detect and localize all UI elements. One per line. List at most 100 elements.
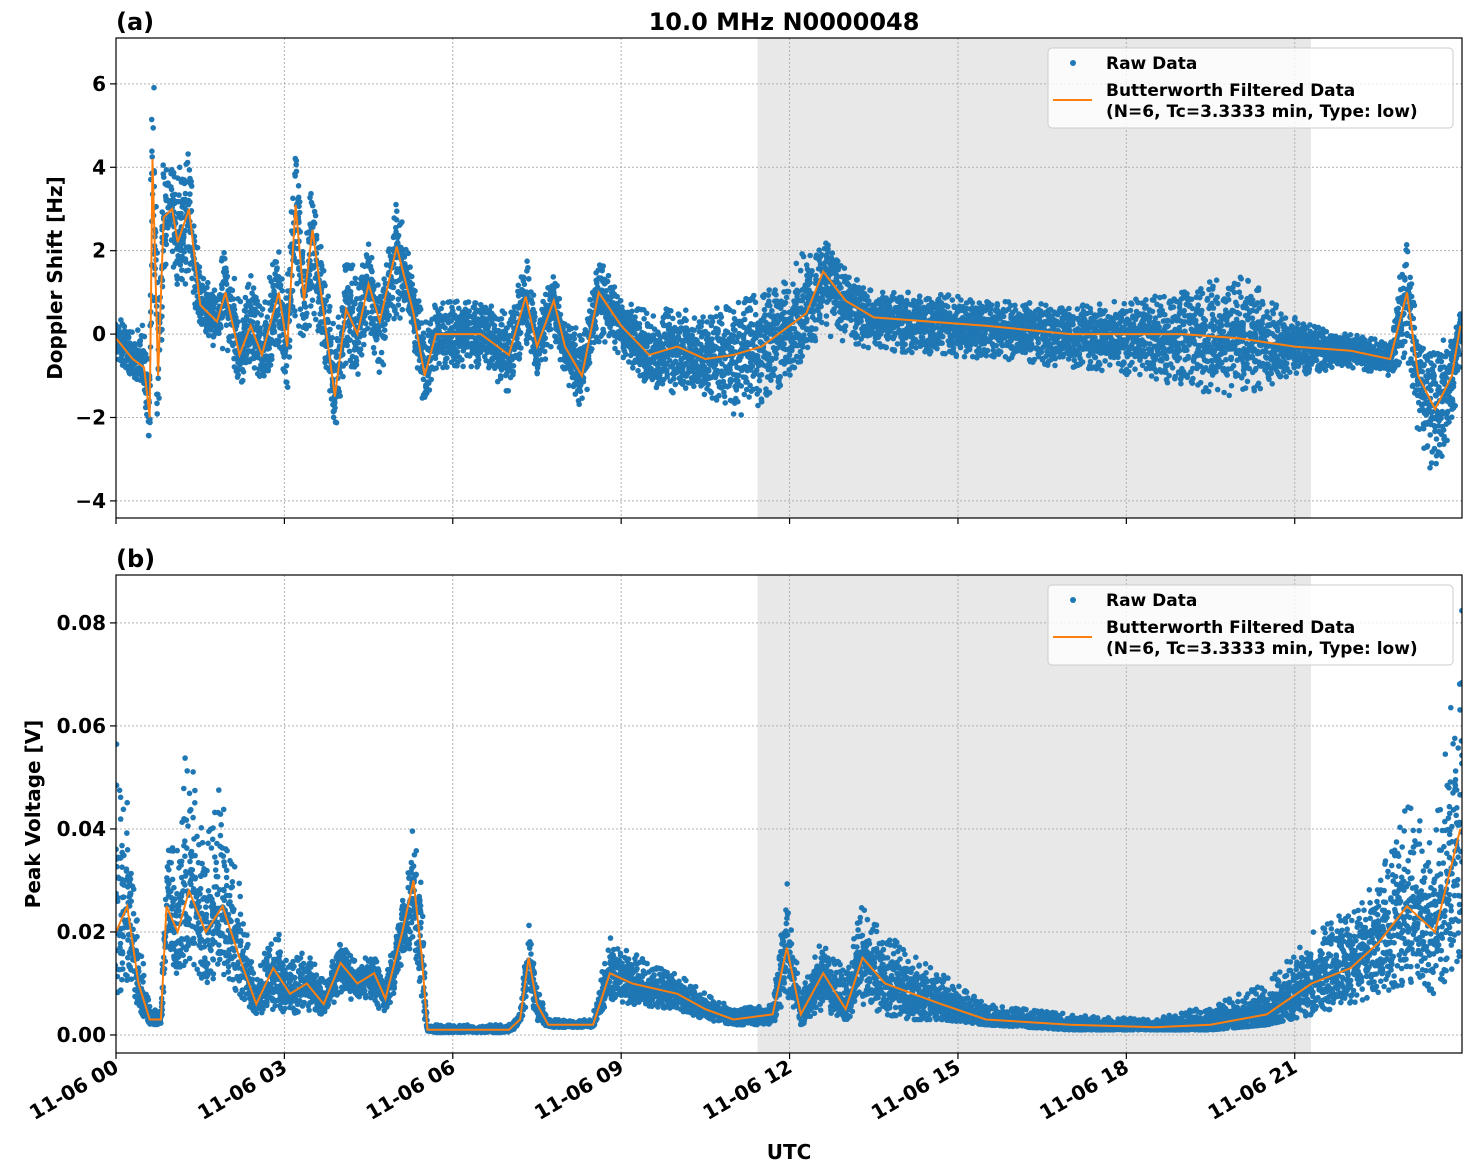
raw-data-point bbox=[825, 242, 831, 248]
raw-data-point bbox=[722, 400, 728, 406]
raw-data-point bbox=[235, 319, 241, 325]
raw-data-point bbox=[399, 219, 405, 225]
raw-data-point bbox=[865, 345, 871, 351]
raw-data-point bbox=[356, 340, 362, 346]
raw-data-point bbox=[393, 202, 399, 208]
raw-data-point bbox=[235, 372, 241, 378]
raw-data-point bbox=[698, 324, 704, 330]
raw-data-point bbox=[310, 203, 316, 209]
y-tick-label: 2 bbox=[92, 239, 106, 263]
raw-data-point bbox=[187, 191, 193, 197]
raw-data-point bbox=[778, 383, 784, 389]
raw-data-point bbox=[258, 331, 264, 337]
raw-data-point bbox=[573, 325, 579, 331]
raw-data-point bbox=[934, 346, 940, 352]
raw-data-point bbox=[819, 320, 825, 326]
raw-data-point bbox=[786, 289, 792, 295]
raw-data-point bbox=[218, 325, 224, 331]
raw-data-point bbox=[321, 268, 327, 274]
raw-data-point bbox=[572, 342, 578, 348]
raw-data-point bbox=[261, 373, 267, 379]
raw-data-point bbox=[340, 374, 346, 380]
raw-data-point bbox=[363, 321, 369, 327]
raw-data-point bbox=[350, 262, 356, 268]
raw-data-point bbox=[883, 345, 889, 351]
raw-data-point bbox=[506, 388, 512, 394]
raw-data-point bbox=[187, 167, 193, 173]
raw-data-point bbox=[499, 316, 505, 322]
raw-data-point bbox=[716, 393, 722, 399]
raw-data-point bbox=[753, 300, 759, 306]
raw-data-point bbox=[394, 217, 400, 223]
raw-data-point bbox=[155, 376, 161, 382]
raw-data-point bbox=[790, 281, 796, 287]
raw-data-point bbox=[809, 272, 815, 278]
raw-data-point bbox=[731, 411, 737, 417]
raw-data-point bbox=[746, 394, 752, 400]
raw-data-point bbox=[813, 338, 819, 344]
raw-data-point bbox=[768, 377, 774, 383]
raw-data-point bbox=[284, 363, 290, 369]
raw-data-point bbox=[629, 309, 635, 315]
raw-data-point bbox=[637, 321, 643, 327]
raw-data-point bbox=[751, 293, 757, 299]
raw-data-point bbox=[313, 213, 319, 219]
raw-data-point bbox=[534, 371, 540, 377]
raw-data-point bbox=[271, 324, 277, 330]
raw-data-point bbox=[759, 372, 765, 378]
raw-data-point bbox=[150, 125, 156, 131]
raw-data-point bbox=[274, 259, 280, 265]
raw-data-point bbox=[524, 341, 530, 347]
raw-data-point bbox=[784, 295, 790, 301]
raw-data-point bbox=[794, 261, 800, 267]
raw-data-point bbox=[542, 335, 548, 341]
raw-data-point bbox=[781, 341, 787, 347]
raw-data-point bbox=[222, 256, 228, 262]
raw-data-point bbox=[655, 329, 661, 335]
raw-data-point bbox=[154, 401, 160, 407]
y-tick-label: 6 bbox=[92, 72, 106, 96]
raw-data-point bbox=[548, 344, 554, 350]
raw-data-point bbox=[644, 311, 650, 317]
raw-data-point bbox=[742, 392, 748, 398]
raw-data-point bbox=[753, 312, 759, 318]
raw-data-point bbox=[581, 379, 587, 385]
raw-data-point bbox=[516, 283, 522, 289]
raw-data-point bbox=[736, 300, 742, 306]
raw-data-point bbox=[186, 268, 192, 274]
raw-data-point bbox=[350, 309, 356, 315]
raw-data-point bbox=[352, 301, 358, 307]
raw-data-point bbox=[149, 148, 155, 154]
raw-data-point bbox=[476, 361, 482, 367]
raw-data-point bbox=[757, 378, 763, 384]
raw-data-point bbox=[578, 389, 584, 395]
raw-data-point bbox=[632, 314, 638, 320]
raw-data-point bbox=[304, 311, 310, 317]
y-tick-label: −2 bbox=[75, 405, 106, 429]
raw-data-point bbox=[712, 362, 718, 368]
raw-data-point bbox=[135, 327, 141, 333]
x-axis-label: UTC bbox=[767, 1140, 812, 1164]
raw-data-point bbox=[327, 304, 333, 310]
raw-data-point bbox=[918, 300, 924, 306]
raw-data-point bbox=[615, 350, 621, 356]
raw-data-point bbox=[355, 371, 361, 377]
raw-data-point bbox=[176, 192, 182, 198]
raw-data-point bbox=[296, 204, 302, 210]
raw-data-point bbox=[769, 308, 775, 314]
raw-data-point bbox=[818, 304, 824, 310]
raw-data-point bbox=[739, 383, 745, 389]
raw-data-point bbox=[526, 276, 532, 282]
raw-data-point bbox=[269, 353, 275, 359]
raw-data-point bbox=[400, 307, 406, 313]
raw-data-point bbox=[238, 299, 244, 305]
raw-data-point bbox=[895, 341, 901, 347]
raw-data-point bbox=[447, 299, 453, 305]
raw-data-point bbox=[140, 323, 146, 329]
raw-data-point bbox=[386, 313, 392, 319]
raw-data-point bbox=[459, 357, 465, 363]
figure-title: 10.0 MHz N0000048 bbox=[649, 8, 920, 36]
raw-data-point bbox=[530, 300, 536, 306]
raw-data-point bbox=[300, 333, 306, 339]
raw-data-point bbox=[225, 348, 231, 354]
